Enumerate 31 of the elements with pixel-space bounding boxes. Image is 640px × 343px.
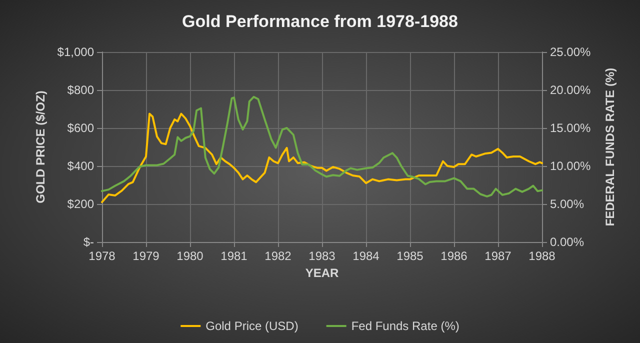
line-series [101,112,543,204]
y-tick-label: $400 [67,159,94,173]
x-tick-label: 1988 [528,249,556,263]
y-tick-label: $800 [67,83,94,97]
y-tick-label: $600 [67,121,94,135]
x-tick-label: 1978 [88,249,116,263]
x-tick-label: 1985 [396,249,424,263]
y-axis-title: GOLD PRICE ($/OZ) [33,90,48,204]
x-tick-label: 1986 [440,249,468,263]
y2-tick-label: 25.00% [550,45,592,59]
y2-tick-label: 5.00% [550,197,584,211]
x-tick-label: 1981 [220,249,248,263]
y2-tick-label: 20.00% [550,83,592,97]
x-axis-title: YEAR [305,266,339,280]
x-tick-label: 1984 [352,249,380,263]
x-tick-label: 1983 [308,249,336,263]
y2-tick-label: 15.00% [550,121,592,135]
x-tick-label: 1979 [132,249,160,263]
x-tick-label: 1987 [484,249,512,263]
y-tick-label: $200 [67,197,94,211]
x-tick-label: 1980 [176,249,204,263]
x-tick-label: 1982 [264,249,292,263]
line-series [101,96,543,198]
y2-axis-title: FEDERAL FUNDS RATE (%) [603,68,617,226]
y2-tick-label: 10.00% [550,159,592,173]
legend-label: Gold Price (USD) [206,319,298,333]
y-tick-label: $1,000 [57,45,94,59]
legend-label: Fed Funds Rate (%) [351,319,460,333]
chart-title: Gold Performance from 1978-1988 [182,12,458,31]
y-tick-label: $- [83,235,94,249]
y2-tick-label: 0.00% [550,235,584,249]
